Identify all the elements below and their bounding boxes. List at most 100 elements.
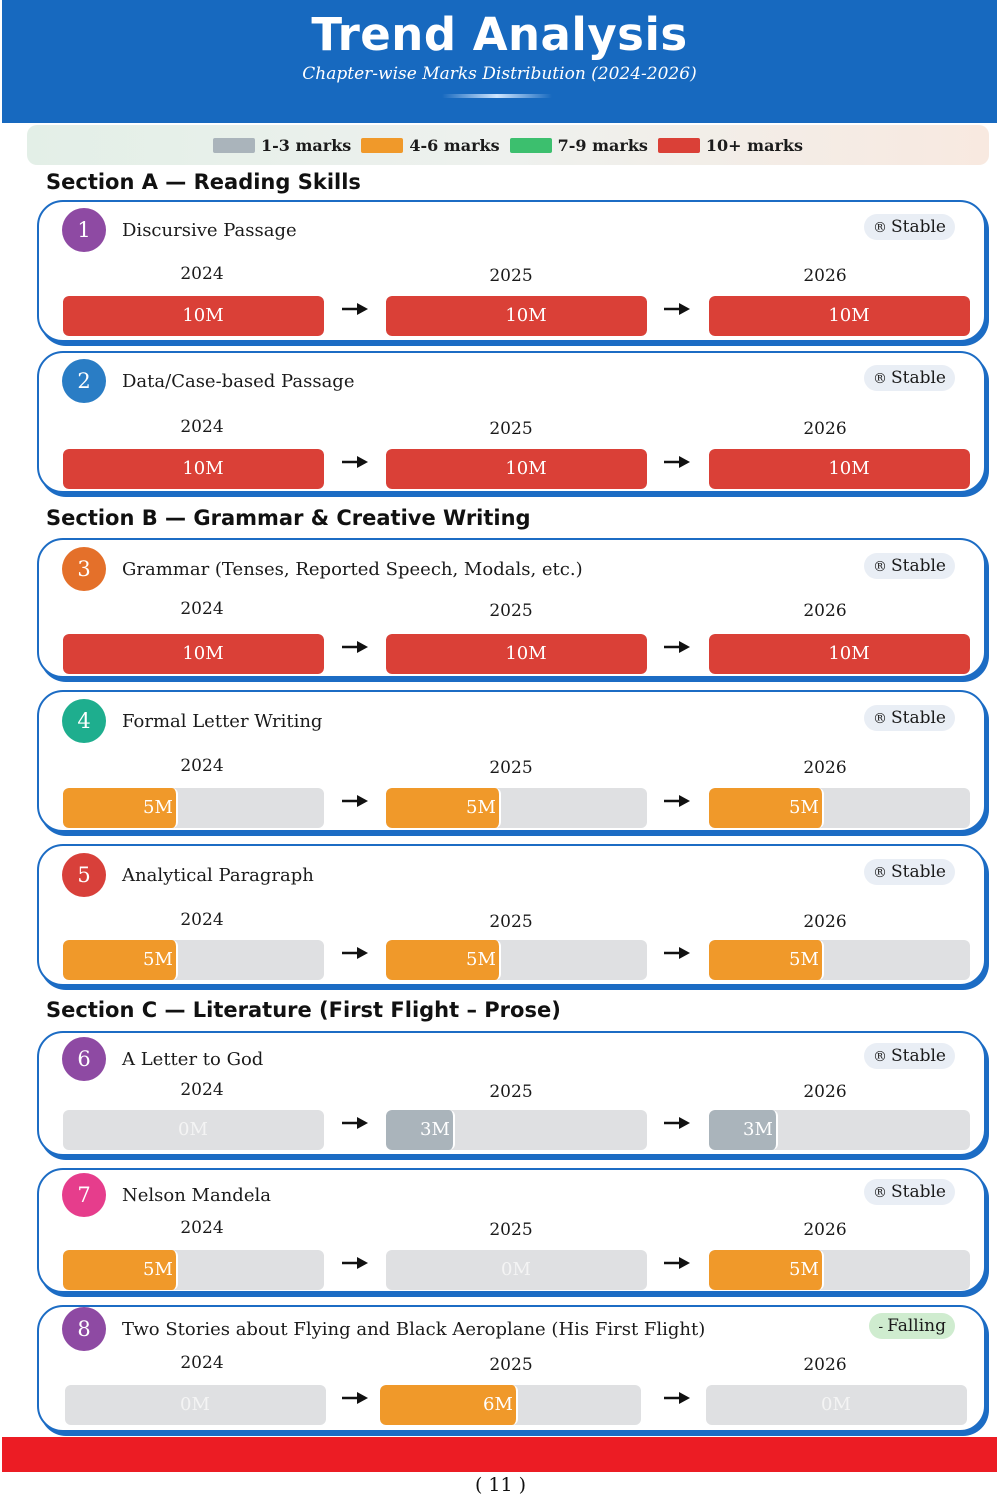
arrow-right-icon [342,1257,368,1269]
year-label: 2026 [803,1355,847,1375]
marks-bar-fill [709,788,824,828]
year-label: 2024 [180,1080,224,1100]
marks-bar: 10M [709,634,970,674]
page-number: ( 11 ) [474,1474,527,1496]
marks-bar-fill [386,449,647,489]
marks-value-label: 5M [789,797,819,818]
marks-bar: 0M [65,1385,326,1425]
marks-bar-fill [63,634,324,674]
section-a-heading: Section A — Reading Skills [46,170,361,194]
status-symbol: ® [873,559,887,575]
marks-bar-fill [63,449,324,489]
marks-bar: 0M [706,1385,967,1425]
year-label: 2024 [180,264,224,284]
marks-bar: 0M [63,1110,324,1150]
marks-bar: 10M [386,634,647,674]
marks-bar-fill [380,1385,518,1425]
legend-label: 7-9 marks [557,135,648,155]
status-symbol: ® [873,1049,887,1065]
marks-bar: 6M [380,1385,641,1425]
trend-status-badge: ® Stable [864,1179,955,1205]
marks-bar-fill [63,296,324,336]
arrow-right-icon [342,1117,368,1129]
marks-value-label: 0M [821,1394,851,1415]
marks-value-label: 5M [466,949,496,970]
marks-bar-fill [386,788,501,828]
status-symbol: ® [873,371,887,387]
year-label: 2024 [180,1218,224,1238]
arrow-right-icon [342,303,368,315]
status-symbol: ® [873,711,887,727]
arrow-right-icon [664,1117,690,1129]
section-b-heading: Section B — Grammar & Creative Writing [46,506,531,530]
marks-bar-fill [709,296,970,336]
marks-bar-fill [63,788,178,828]
marks-bar: 10M [386,449,647,489]
section-c-heading: Section C — Literature (First Flight – P… [46,998,561,1022]
year-label: 2025 [489,758,533,778]
year-label: 2026 [803,758,847,778]
chapter-card: 5 Analytical Paragraph ® Stable 2024 5M 2025 5M… [37,844,986,986]
marks-bar-fill [386,940,501,980]
marks-value-label: 5M [143,949,173,970]
marks-bar: 5M [63,1250,324,1290]
legend-item-10-plus: 10+ marks [657,136,803,155]
marks-bar-fill [386,634,647,674]
header-glow-divider [442,94,552,98]
marks-value-label: 10M [505,305,547,326]
arrow-right-icon [342,641,368,653]
legend-label: 4-6 marks [409,135,500,155]
status-label: Stable [891,368,946,388]
year-label: 2025 [489,266,533,286]
marks-value-label: 5M [143,1259,173,1280]
marks-bar-fill [386,296,647,336]
chapter-card: 7 Nelson Mandela ® Stable 2024 5M 2025 0M 2026 5M [37,1168,986,1293]
status-label: Stable [891,1046,946,1066]
chapter-title: Grammar (Tenses, Reported Speech, Modals… [122,559,583,580]
status-label: Stable [891,708,946,728]
chapter-number: 6 [62,1037,106,1081]
marks-value-label: 10M [182,643,224,664]
status-label: Stable [891,217,946,237]
marks-bar-fill [709,1250,824,1290]
chapter-number: 4 [62,699,106,743]
marks-bar: 5M [709,940,970,980]
year-label: 2025 [489,1220,533,1240]
chapter-number: 8 [62,1307,106,1351]
marks-value-label: 10M [828,305,870,326]
marks-bar: 10M [63,296,324,336]
status-symbol: ® [873,865,887,881]
marks-bar-fill [63,940,178,980]
year-label: 2024 [180,599,224,619]
legend-swatch [213,137,256,153]
marks-value-label: 10M [505,643,547,664]
chapter-card: 8 Two Stories about Flying and Black Aero… [37,1305,986,1432]
marks-bar: 10M [63,634,324,674]
year-label: 2026 [803,1082,847,1102]
marks-bar: 10M [63,449,324,489]
trend-status-badge: ® Stable [864,859,955,885]
chapter-title: Data/Case-based Passage [122,371,355,392]
year-label: 2026 [803,912,847,932]
marks-bar: 5M [709,1250,970,1290]
trend-status-badge: ® Stable [864,553,955,579]
year-label: 2024 [180,756,224,776]
marks-value-label: 5M [466,797,496,818]
marks-bar-fill [709,449,970,489]
arrow-right-icon [664,947,690,959]
chapter-card: 3 Grammar (Tenses, Reported Speech, Modal… [37,538,986,678]
legend-swatch [509,137,552,153]
year-label: 2026 [803,601,847,621]
marks-bar: 10M [709,449,970,489]
status-symbol: - [878,1319,884,1335]
legend-item-4-6: 4-6 marks [361,135,500,155]
arrow-right-icon [664,641,690,653]
arrow-right-icon [342,795,368,807]
trend-status-badge: ® Stable [864,705,955,731]
arrow-right-icon [342,1392,368,1404]
status-label: Stable [891,862,946,882]
chapter-card: 6 A Letter to God ® Stable 2024 0M 2025 3M 2026 3… [37,1031,986,1156]
marks-bar: 10M [386,296,647,336]
year-label: 2026 [803,419,847,439]
chapter-card: 4 Formal Letter Writing ® Stable 2024 5M 2025 5… [37,690,986,832]
